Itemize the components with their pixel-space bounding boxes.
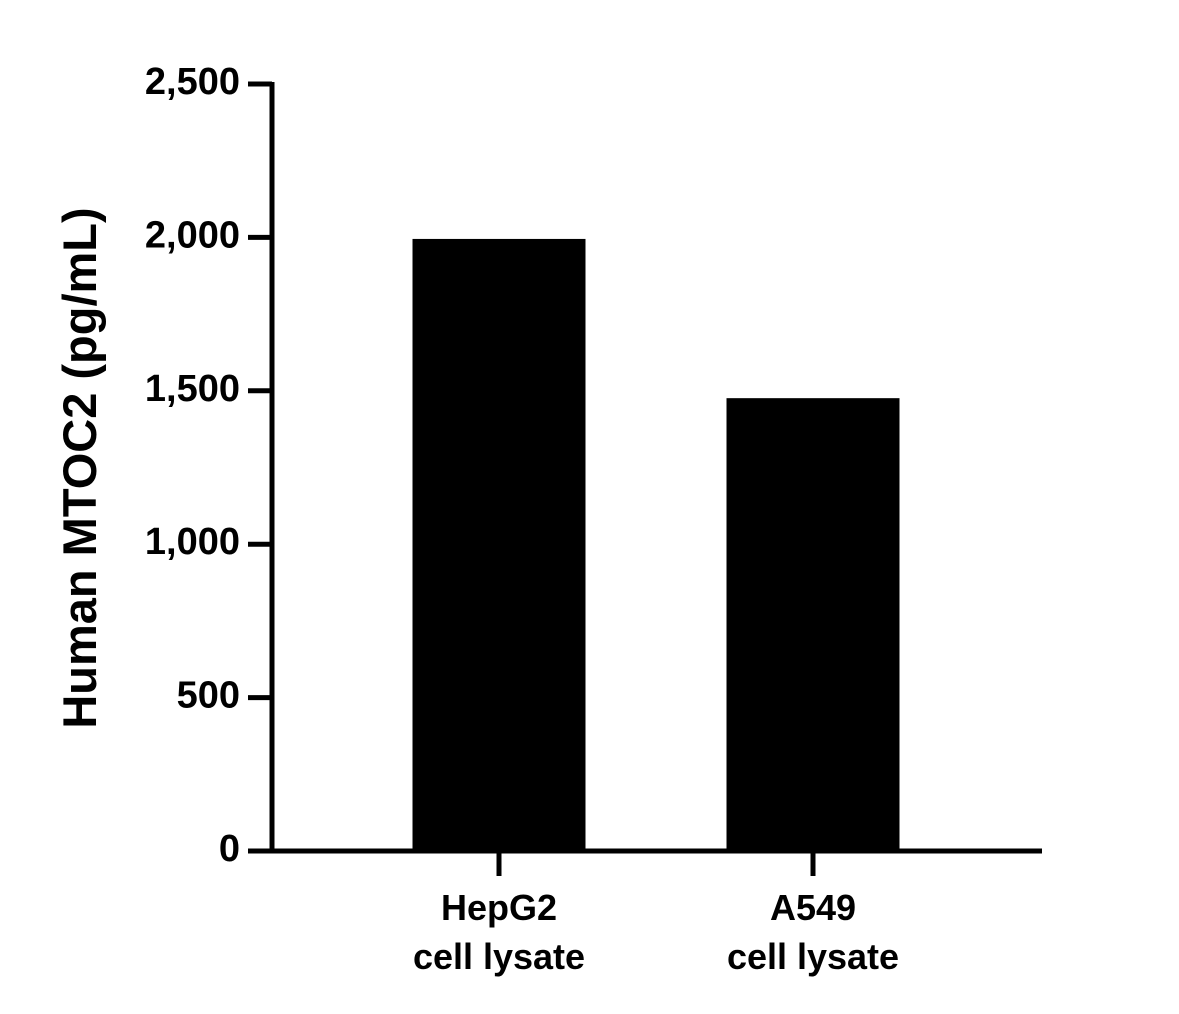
x-tick-label: HepG2 cell lysate <box>413 887 585 977</box>
y-tick-label: 500 <box>177 675 240 717</box>
y-tick-label: 2,500 <box>145 61 240 103</box>
x-tick-label: A549 cell lysate <box>727 887 899 977</box>
bar <box>726 398 900 851</box>
y-tick-label: 0 <box>219 828 240 870</box>
y-axis-label: Human MTOC2 (pg/mL) <box>53 207 106 728</box>
bar <box>412 238 586 851</box>
y-tick-label: 1,500 <box>145 368 240 410</box>
y-tick-label: 2,000 <box>145 214 240 256</box>
y-tick-label: 1,000 <box>145 521 240 563</box>
